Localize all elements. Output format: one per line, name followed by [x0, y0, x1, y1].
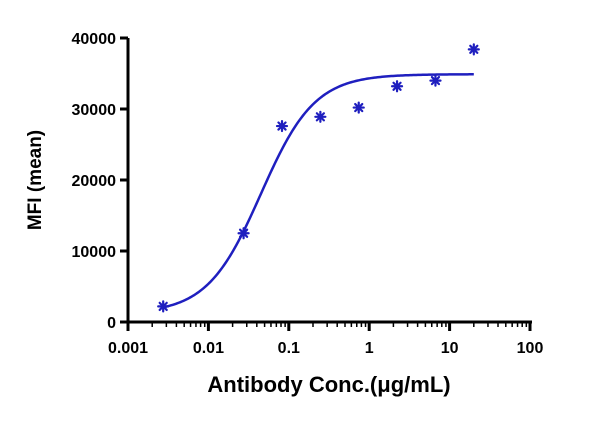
data-point-1 — [237, 227, 250, 240]
x-tick-label-4: 10 — [441, 340, 459, 357]
x-tick-label-1: 0.01 — [193, 340, 224, 357]
y-tick-label-4: 40000 — [72, 31, 117, 48]
x-tick-label-3: 1 — [365, 340, 374, 357]
data-point-5 — [390, 80, 404, 93]
data-point-7 — [467, 43, 480, 56]
y-tick-label-2: 20000 — [72, 173, 117, 190]
data-point-3 — [314, 110, 327, 123]
data-point-6 — [429, 74, 442, 87]
y-ticks: 0 10000 20000 30000 40000 — [72, 31, 128, 332]
x-tick-label-0: 0.001 — [108, 340, 148, 357]
y-tick-label-0: 0 — [107, 315, 116, 332]
fit-curve — [162, 73, 474, 309]
axes — [126, 38, 532, 324]
y-tick-label-3: 30000 — [72, 102, 117, 119]
data-point-0 — [157, 300, 170, 313]
data-point-4 — [352, 101, 365, 114]
data-point-2 — [275, 119, 289, 133]
data-points — [157, 43, 480, 313]
y-axis-title: MFI (mean) — [25, 130, 46, 230]
x-tick-label-5: 100 — [517, 340, 544, 357]
x-ticks: 0.001 0.01 0.1 1 10 100 — [108, 322, 543, 357]
x-axis-title: Antibody Conc.(μg/mL) — [207, 372, 450, 397]
y-tick-label-1: 10000 — [72, 244, 117, 261]
x-tick-label-2: 0.1 — [278, 340, 300, 357]
